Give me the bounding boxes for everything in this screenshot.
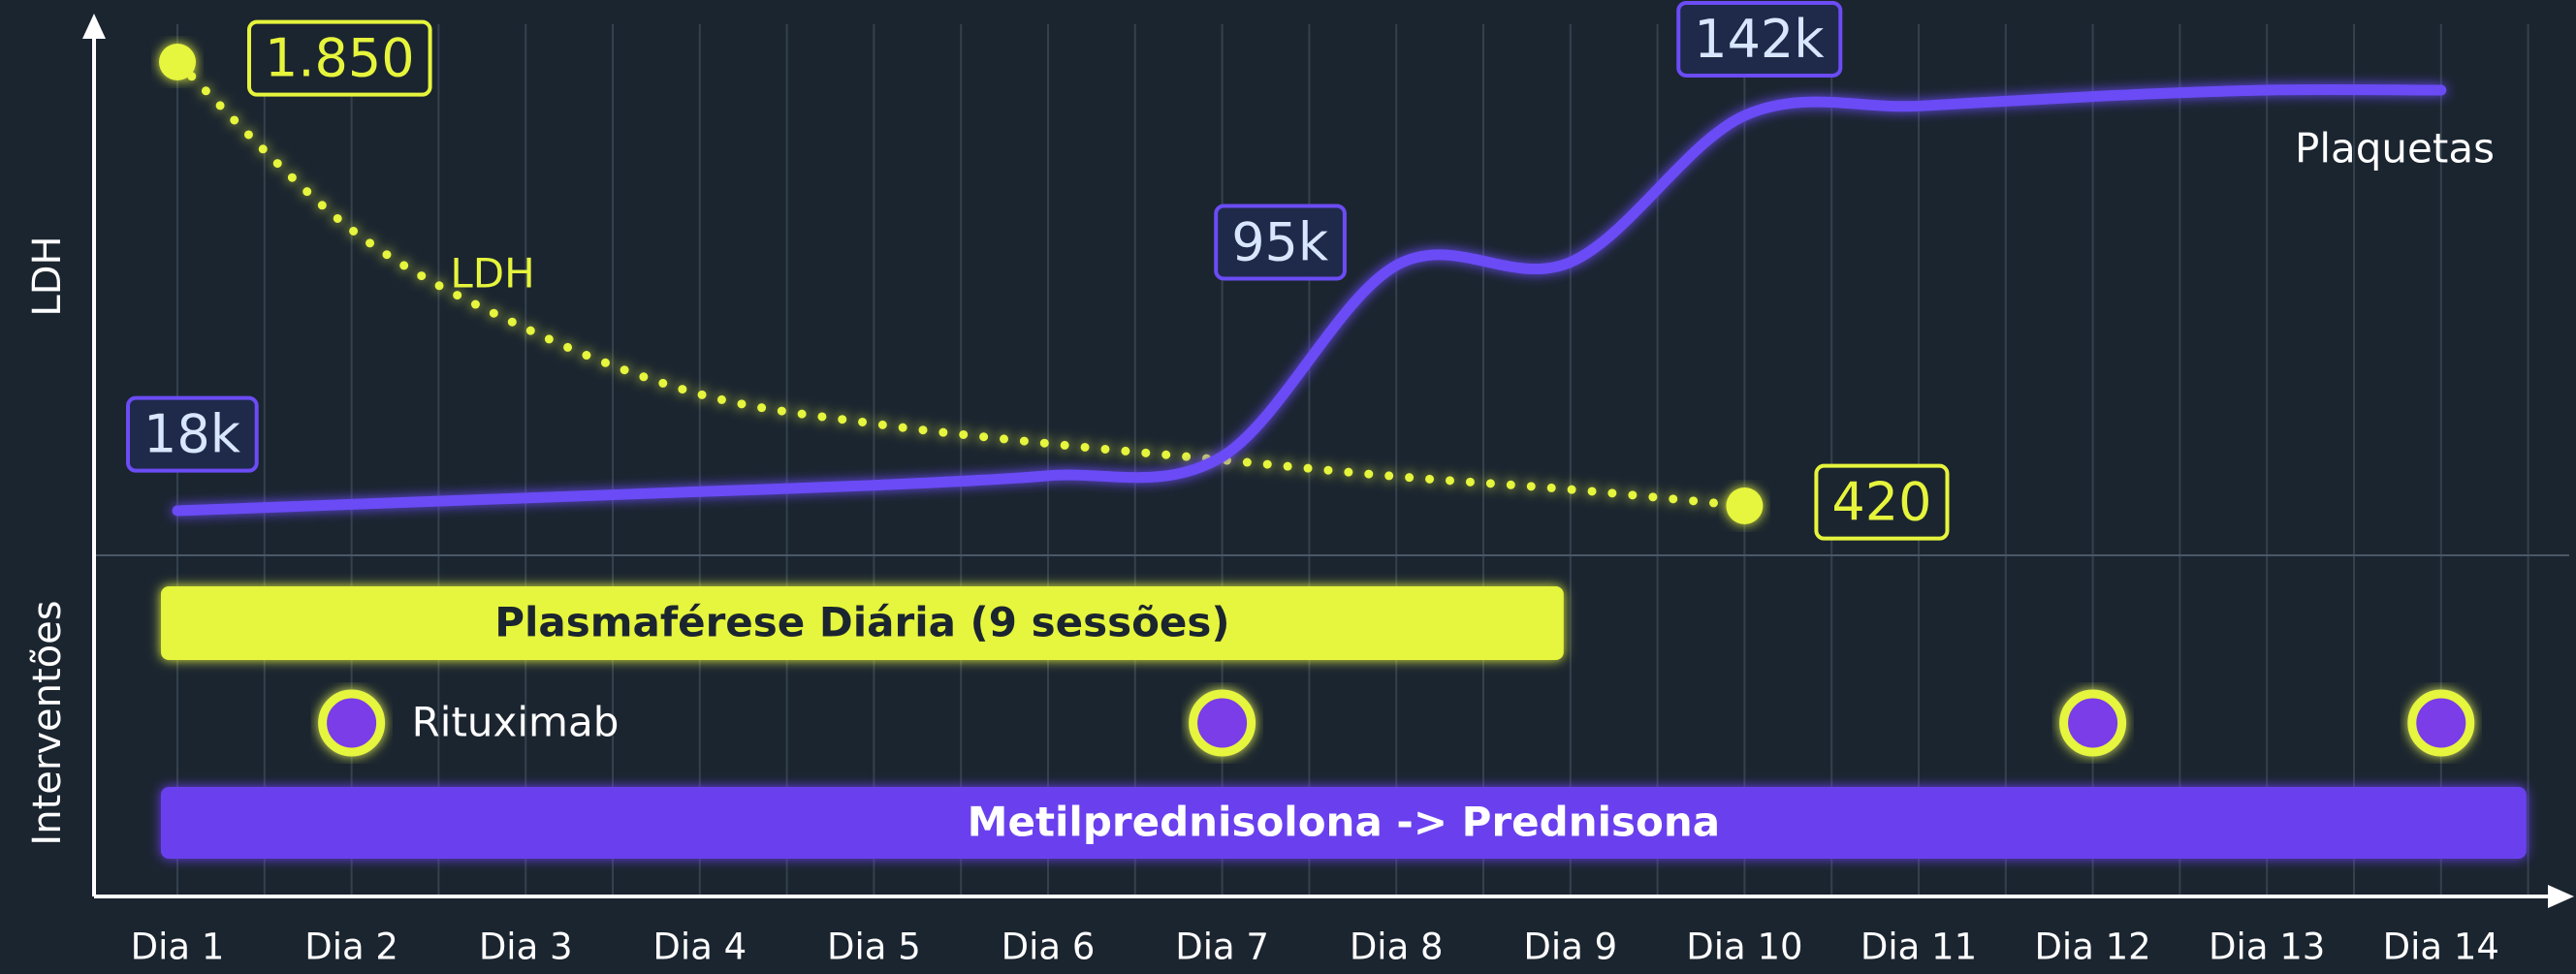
dose-marker [1189,689,1256,757]
dose-label: Rituximab [412,699,620,746]
x-tick-label: Dia 5 [827,927,921,968]
dose-marker [2059,689,2127,757]
x-axis-arrow [2548,885,2574,908]
x-tick-label: Dia 3 [479,927,573,968]
value-label: 18k [143,404,241,465]
x-tick-label: Dia 7 [1175,927,1269,968]
x-tick-label: Dia 2 [304,927,398,968]
value-label-box [1676,0,1843,78]
intervention-label: Metilprednisolona -> Prednisona [968,799,1720,846]
series-line [173,57,1749,511]
value-label-box [126,395,259,473]
intervention-label: Plasmaférese Diária (9 sessões) [494,599,1229,646]
x-tick-label: Dia 12 [2034,927,2150,968]
value-label: 1.850 [265,28,415,89]
series-line [172,84,2447,517]
dose-marker [318,689,386,757]
dose-marker [2407,689,2475,757]
x-tick-label: Dia 4 [652,927,747,968]
x-tick-label: Dia 8 [1350,927,1444,968]
interventions-title: Interventões [25,600,70,845]
endpoint [1726,487,1764,524]
x-tick-label: Dia 10 [1686,927,1802,968]
x-tick-label: Dia 9 [1523,927,1617,968]
y-axis-arrow [82,14,106,39]
y-axis-title: LDH [25,236,70,316]
x-tick-label: Dia 14 [2383,927,2499,968]
value-label: 420 [1831,472,1931,533]
intervention-bar [161,586,1564,660]
series-name: LDH [450,250,534,298]
value-label-box [247,19,432,97]
value-label: 142k [1694,9,1825,70]
intervention-bar [161,787,2527,859]
value-label-box [1214,204,1347,281]
x-tick-label: Dia 6 [1002,927,1096,968]
x-tick-label: Dia 11 [1860,927,1977,968]
value-label-box [1814,463,1950,541]
value-label: 95k [1231,211,1329,272]
endpoint [159,44,196,80]
x-tick-label: Dia 13 [2209,927,2325,968]
grid [176,24,2529,896]
x-tick-label: Dia 1 [131,927,225,968]
series-name: Plaquetas [2295,125,2495,173]
